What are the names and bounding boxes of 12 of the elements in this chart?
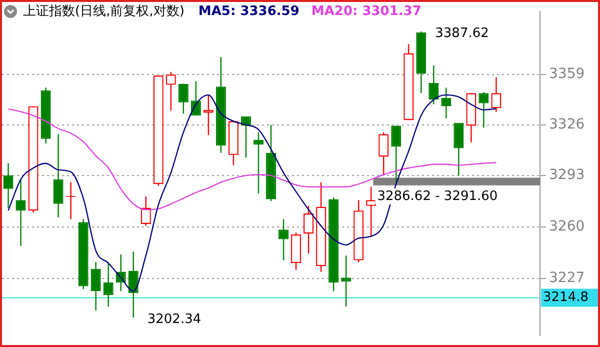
y-tick-label: 3293: [549, 167, 585, 184]
y-tick-label: 3227: [549, 270, 585, 286]
y-tick-label: 3359: [549, 66, 585, 82]
y-tick-label: 3260: [549, 218, 585, 234]
text: MA5: 3336.59: [198, 4, 300, 18]
band-label: 3286.62 - 3291.60: [377, 188, 498, 204]
annotation: 3387.62: [435, 26, 489, 41]
ref-line-label: 3214.8: [543, 290, 588, 306]
annotation: 3202.34: [147, 312, 202, 327]
chart-title: 上证指数(日线,前复权,对数): [23, 3, 184, 20]
y-tick-label: 3326: [549, 116, 585, 132]
text: MA20: 3301.37: [311, 4, 422, 18]
